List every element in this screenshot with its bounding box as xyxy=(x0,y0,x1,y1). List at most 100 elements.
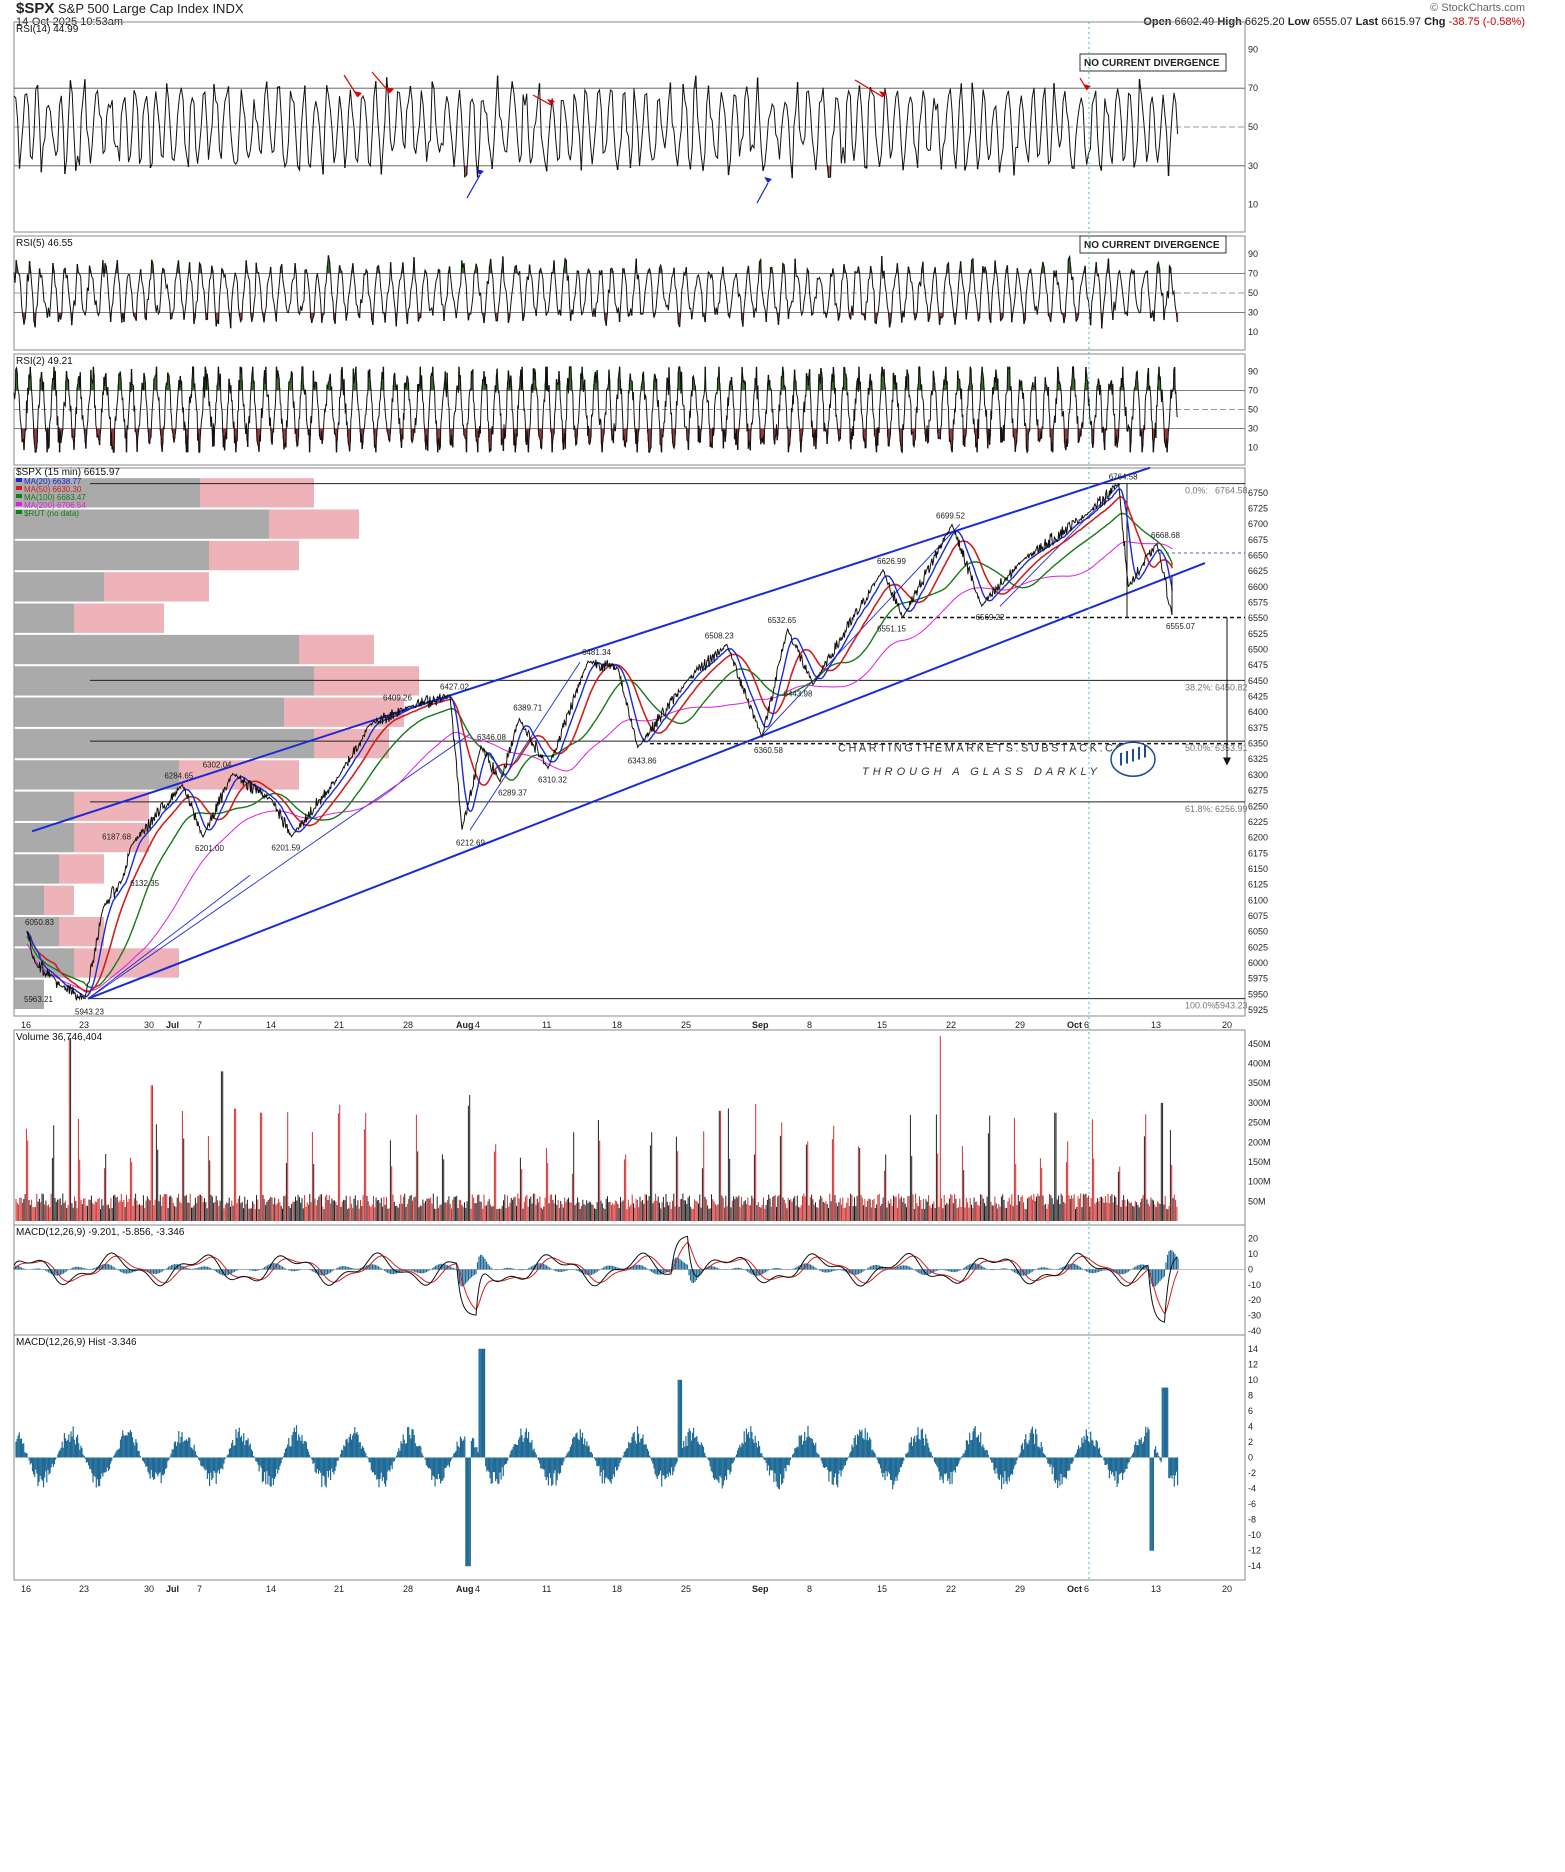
legend-swatch xyxy=(16,494,22,498)
hist-tick-label: 2 xyxy=(1248,1437,1253,1447)
x-tick-label: 29 xyxy=(1015,1020,1025,1030)
x-tick-label-bottom: 28 xyxy=(403,1584,413,1594)
divergence-arrow xyxy=(1083,84,1091,90)
legend-entry: MA(200) 6706.54 xyxy=(24,501,86,510)
panel-frame-macd xyxy=(13,1224,1246,1336)
hist-tick-label: 14 xyxy=(1248,1344,1258,1354)
price-tick-label: 6200 xyxy=(1248,833,1268,843)
volume-profile-down xyxy=(14,478,200,508)
exchange: INDX xyxy=(212,1,244,16)
volume-profile-down xyxy=(14,791,74,821)
x-tick-label: 8 xyxy=(807,1020,812,1030)
pivot-label: 5963.21 xyxy=(24,995,53,1004)
pivot-label: 6201.00 xyxy=(195,844,224,853)
hist-tick-label: -10 xyxy=(1248,1530,1261,1540)
symbol: $SPX xyxy=(16,0,55,17)
rsi5-oversold-fill xyxy=(22,312,1179,329)
price-tick-label: 6300 xyxy=(1248,770,1268,780)
pivot-label: 6132.35 xyxy=(130,879,159,888)
rsi5-tick-label: 50 xyxy=(1248,288,1258,298)
rsi14-overbought-fill xyxy=(36,75,1141,89)
legend-swatch xyxy=(16,478,22,482)
channel-upper xyxy=(31,466,1151,833)
x-tick-label-bottom: 11 xyxy=(542,1584,551,1594)
volume-profile-down xyxy=(14,760,179,790)
rsi14-tick-label: 10 xyxy=(1248,200,1258,210)
price-tick-label: 6575 xyxy=(1248,598,1268,608)
price-tick-label: 6350 xyxy=(1248,739,1268,749)
x-tick-label: Aug xyxy=(456,1020,474,1030)
watermark-tagline: THROUGH A GLASS DARKLY xyxy=(862,766,1101,778)
x-tick-label: 4 xyxy=(475,1020,480,1030)
hist-tick-label: 10 xyxy=(1248,1375,1258,1385)
volume-profile-up xyxy=(209,540,299,571)
volume-profile-down xyxy=(14,634,299,665)
index-name: S&P 500 Large Cap Index xyxy=(57,1,209,16)
rsi5-tick-label: 90 xyxy=(1248,249,1258,259)
rsi14-line xyxy=(13,75,1179,179)
volume-profile-up xyxy=(179,760,299,790)
x-tick-label: Jul xyxy=(166,1020,179,1030)
pivot-label: 6764.58 xyxy=(1109,473,1138,482)
rsi14-tick-label: 30 xyxy=(1248,161,1258,171)
price-tick-label: 6750 xyxy=(1248,488,1268,498)
divergence-arrow xyxy=(879,91,887,97)
rsi2-line xyxy=(13,365,1178,455)
price-tick-label: 6250 xyxy=(1248,801,1268,811)
low-label: Low xyxy=(1287,16,1310,28)
fib-label: 38.2%: xyxy=(1185,682,1213,692)
divergence-arrow xyxy=(764,177,772,183)
pivot-label: 5943.23 xyxy=(75,1008,104,1017)
price-tick-label: 6700 xyxy=(1248,519,1268,529)
hist-tick-label: 6 xyxy=(1248,1406,1253,1416)
pivot-label: 6443.98 xyxy=(784,690,813,699)
volume-tick-label: 400M xyxy=(1248,1059,1271,1069)
rsi14-note: NO CURRENT DIVERGENCE xyxy=(1084,58,1220,69)
volume-profile-up xyxy=(314,666,419,696)
hist-title: MACD(12,26,9) Hist -3.346 xyxy=(16,1337,137,1348)
price-tick-label: 6725 xyxy=(1248,503,1268,513)
x-tick-label-bottom: 21 xyxy=(334,1584,344,1594)
fib-value: 6353.91 xyxy=(1215,743,1248,753)
legend-entry: MA(20) 6638.77 xyxy=(24,477,82,486)
x-tick-label-bottom: Oct xyxy=(1067,1584,1082,1594)
x-tick-label-bottom: Jul xyxy=(166,1584,179,1594)
divergence-line xyxy=(371,71,391,94)
hist-tick-label: 0 xyxy=(1248,1453,1253,1463)
pivot-label: 6289.37 xyxy=(498,789,527,798)
high-value: 6625.20 xyxy=(1244,16,1285,28)
volume-profile-up xyxy=(269,509,359,539)
rsi14-tick-label: 70 xyxy=(1248,83,1258,93)
price-tick-label: 6475 xyxy=(1248,660,1268,670)
x-tick-label: 20 xyxy=(1222,1020,1232,1030)
x-tick-label-bottom: 15 xyxy=(877,1584,887,1594)
divergence-line xyxy=(532,94,552,106)
divergence-line xyxy=(756,182,769,204)
rsi2-tick-label: 10 xyxy=(1248,443,1258,453)
hist-tick-label: -2 xyxy=(1248,1468,1256,1478)
rsi2-tick-label: 30 xyxy=(1248,424,1258,434)
fib-value: 5943.23 xyxy=(1215,1001,1248,1011)
pivot-label: 6284.65 xyxy=(164,772,193,781)
watermark-site: CHARTINGTHEMARKETS.SUBSTACK.COM xyxy=(838,743,1138,755)
legend-swatch xyxy=(16,502,22,506)
trend-line xyxy=(87,874,251,1000)
divergence-arrow xyxy=(547,99,555,105)
x-tick-label-bottom: 18 xyxy=(612,1584,622,1594)
price-tick-label: 5975 xyxy=(1248,974,1268,984)
x-tick-label: Sep xyxy=(752,1020,769,1030)
volume-profile-down xyxy=(14,916,59,947)
hist-tick-label: -6 xyxy=(1248,1499,1256,1509)
price-tick-label: 6325 xyxy=(1248,754,1268,764)
price-tick-label: 6450 xyxy=(1248,676,1268,686)
rsi5-tick-label: 70 xyxy=(1248,268,1258,278)
panel-frame-volume xyxy=(13,1029,1246,1226)
low-value: 6555.07 xyxy=(1312,16,1353,28)
pivot-label: 6310.32 xyxy=(538,775,567,784)
legend-entry: $RUT (no data) xyxy=(24,509,79,518)
x-tick-label: 14 xyxy=(266,1020,276,1030)
volume-tick-label: 50M xyxy=(1248,1196,1266,1206)
volume-profile-up xyxy=(104,572,209,602)
pivot-label: 6212.69 xyxy=(456,839,485,848)
